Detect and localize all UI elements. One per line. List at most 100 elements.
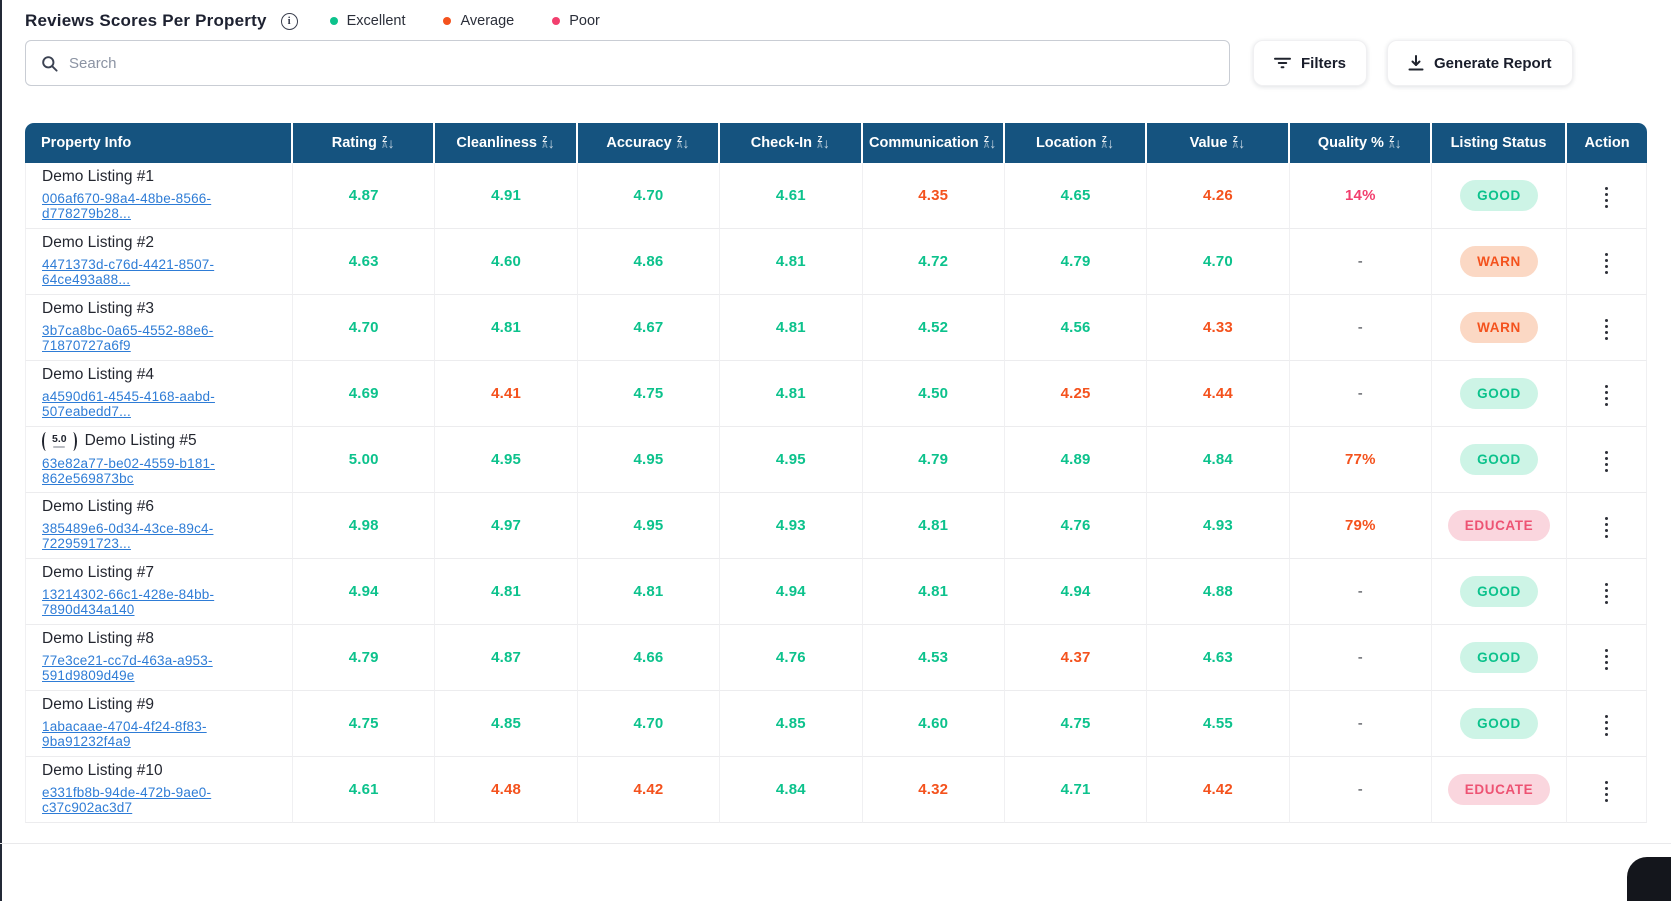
property-uuid-link[interactable]: 1abacaae-4704-4f24-8f83-9ba91232f4a9 bbox=[42, 719, 207, 749]
score-cell: 4.85 bbox=[720, 691, 863, 757]
score-cell: 4.48 bbox=[435, 757, 578, 823]
property-name: Demo Listing #3 bbox=[42, 300, 155, 317]
listing-status-badge: GOOD bbox=[1460, 180, 1538, 211]
legend-item-average: Average bbox=[443, 13, 514, 29]
search-input[interactable] bbox=[69, 54, 1215, 72]
property-uuid-link[interactable]: 4471373d-c76d-4421-8507-64ce493a88... bbox=[42, 257, 215, 287]
score-cell: 4.84 bbox=[720, 757, 863, 823]
property-info-cell: Demo Listing #4 a4590d61-4545-4168-aabd-5… bbox=[25, 361, 293, 427]
column-header-rating[interactable]: Rating Z A ↓ bbox=[293, 123, 436, 163]
row-actions-kebab-button[interactable] bbox=[1595, 379, 1619, 413]
property-name: Demo Listing #1 bbox=[42, 168, 155, 185]
row-actions-kebab-button[interactable] bbox=[1595, 313, 1619, 347]
sort-descending-icon[interactable]: Z A ↓ bbox=[381, 134, 395, 151]
row-actions-kebab-button[interactable] bbox=[1595, 643, 1619, 677]
sort-descending-icon[interactable]: Z A ↓ bbox=[817, 134, 830, 151]
action-cell bbox=[1567, 559, 1647, 625]
property-uuid-link[interactable]: 13214302-66c1-428e-84bb-7890d434a140 bbox=[42, 587, 215, 617]
sort-descending-icon[interactable]: Z A ↓ bbox=[676, 134, 690, 151]
score-cell: 4.69 bbox=[293, 361, 436, 427]
property-name: Demo Listing #7 bbox=[42, 564, 155, 581]
legend-item-excellent: Excellent bbox=[329, 13, 405, 29]
listing-status-badge: GOOD bbox=[1460, 444, 1538, 475]
column-header-check-in[interactable]: Check-In Z A ↓ bbox=[720, 123, 863, 163]
score-cell: 4.81 bbox=[435, 559, 578, 625]
property-uuid-link[interactable]: 63e82a77-be02-4559-b181-862e569873bc bbox=[42, 455, 215, 486]
score-cell: 4.79 bbox=[293, 625, 436, 691]
table-row: Demo Listing #6 385489e6-0d34-43ce-89c4-7… bbox=[25, 493, 1647, 559]
score-cell: 4.50 bbox=[862, 361, 1005, 427]
column-header-property-info: Property Info bbox=[25, 123, 293, 163]
property-uuid-link[interactable]: e331fb8b-94de-472b-9ae0-c37c902ac3d7 bbox=[42, 785, 212, 815]
score-cell: 4.94 bbox=[1004, 559, 1148, 625]
property-name: Demo Listing #9 bbox=[42, 696, 155, 713]
info-icon[interactable]: i bbox=[280, 12, 298, 30]
column-header-location[interactable]: Location Z A ↓ bbox=[1004, 123, 1148, 163]
filters-button[interactable]: Filters bbox=[1253, 40, 1368, 86]
sort-descending-icon[interactable]: Z A ↓ bbox=[1232, 134, 1246, 151]
property-uuid-link[interactable]: 3b7ca8bc-0a65-4552-88e6-71870727a6f9 bbox=[42, 323, 214, 353]
score-cell: 4.85 bbox=[435, 691, 578, 757]
score-cell: 4.60 bbox=[862, 691, 1005, 757]
score-cell: 4.76 bbox=[720, 625, 863, 691]
legend-item-poor: Poor bbox=[552, 13, 600, 29]
column-label: Property Info bbox=[41, 135, 132, 151]
score-cell: 4.81 bbox=[862, 559, 1005, 625]
score-cell: 4.93 bbox=[1147, 493, 1290, 559]
property-uuid-link[interactable]: 77e3ce21-cc7d-463a-a953-591d9809d49e bbox=[42, 653, 213, 683]
score-cell: 4.37 bbox=[1004, 625, 1148, 691]
score-cell: 4.61 bbox=[720, 163, 863, 229]
filter-icon bbox=[1274, 57, 1291, 69]
chat-widget-corner[interactable] bbox=[1627, 857, 1671, 901]
row-actions-kebab-button[interactable] bbox=[1595, 445, 1619, 479]
row-actions-kebab-button[interactable] bbox=[1595, 181, 1619, 215]
score-cell: 4.95 bbox=[577, 493, 721, 559]
score-cell: 4.53 bbox=[862, 625, 1005, 691]
listing-status-cell: GOOD bbox=[1432, 163, 1567, 229]
listing-status-badge: EDUCATE bbox=[1447, 510, 1551, 541]
table-header: Property Info Rating Z A ↓ Cleanliness Z A ↓ Accu… bbox=[25, 123, 1647, 163]
search-box[interactable] bbox=[25, 40, 1230, 86]
sort-descending-icon[interactable]: Z A ↓ bbox=[541, 134, 555, 151]
sort-descending-icon[interactable]: Z A ↓ bbox=[1101, 134, 1115, 151]
score-cell: 4.72 bbox=[862, 229, 1005, 295]
column-header-accuracy[interactable]: Accuracy Z A ↓ bbox=[577, 123, 721, 163]
score-cell: 4.79 bbox=[1004, 229, 1148, 295]
property-info-cell: Demo Listing #10 e331fb8b-94de-472b-9ae0-… bbox=[25, 757, 293, 823]
column-header-cleanliness[interactable]: Cleanliness Z A ↓ bbox=[435, 123, 578, 163]
row-actions-kebab-button[interactable] bbox=[1595, 775, 1619, 809]
row-actions-kebab-button[interactable] bbox=[1595, 247, 1619, 281]
column-header-communication[interactable]: Communication Z A ↓ bbox=[862, 123, 1005, 163]
score-cell: 4.44 bbox=[1147, 361, 1290, 427]
score-legend: Excellent Average Poor bbox=[329, 13, 600, 29]
sort-descending-icon[interactable]: Z A ↓ bbox=[983, 134, 997, 151]
score-cell: 4.32 bbox=[862, 757, 1005, 823]
listing-status-cell: WARN bbox=[1432, 295, 1567, 361]
listing-status-badge: GOOD bbox=[1460, 378, 1538, 409]
property-uuid-link[interactable]: 006af670-98a4-48be-8566-d778279b28... bbox=[42, 191, 212, 221]
row-actions-kebab-button[interactable] bbox=[1595, 577, 1619, 611]
quality-cell: 77% bbox=[1289, 427, 1432, 493]
listing-status-cell: GOOD bbox=[1432, 559, 1567, 625]
column-label: Accuracy bbox=[606, 135, 672, 151]
sort-descending-icon[interactable]: Z A ↓ bbox=[1388, 134, 1402, 151]
table-row: Demo Listing #10 e331fb8b-94de-472b-9ae0-… bbox=[25, 757, 1647, 823]
column-header-action: Action bbox=[1567, 123, 1647, 163]
row-actions-kebab-button[interactable] bbox=[1595, 511, 1619, 545]
laurel-right-icon bbox=[70, 431, 77, 451]
score-cell: 4.81 bbox=[720, 361, 863, 427]
property-info-cell: Demo Listing #9 1abacaae-4704-4f24-8f83-9… bbox=[25, 691, 293, 757]
property-uuid-link[interactable]: a4590d61-4545-4168-aabd-507eabedd7... bbox=[42, 389, 215, 419]
quality-cell: - bbox=[1289, 229, 1432, 295]
score-cell: 4.70 bbox=[1147, 229, 1290, 295]
property-uuid-link[interactable]: 385489e6-0d34-43ce-89c4-7229591723... bbox=[42, 521, 214, 551]
score-cell: 4.89 bbox=[1004, 427, 1148, 493]
poor-dot-icon bbox=[552, 17, 561, 25]
quality-cell: - bbox=[1289, 295, 1432, 361]
generate-report-button[interactable]: Generate Report bbox=[1387, 40, 1573, 86]
column-header-value[interactable]: Value Z A ↓ bbox=[1147, 123, 1290, 163]
column-header-quality[interactable]: Quality % Z A ↓ bbox=[1289, 123, 1432, 163]
row-actions-kebab-button[interactable] bbox=[1595, 709, 1619, 743]
score-cell: 4.94 bbox=[293, 559, 436, 625]
